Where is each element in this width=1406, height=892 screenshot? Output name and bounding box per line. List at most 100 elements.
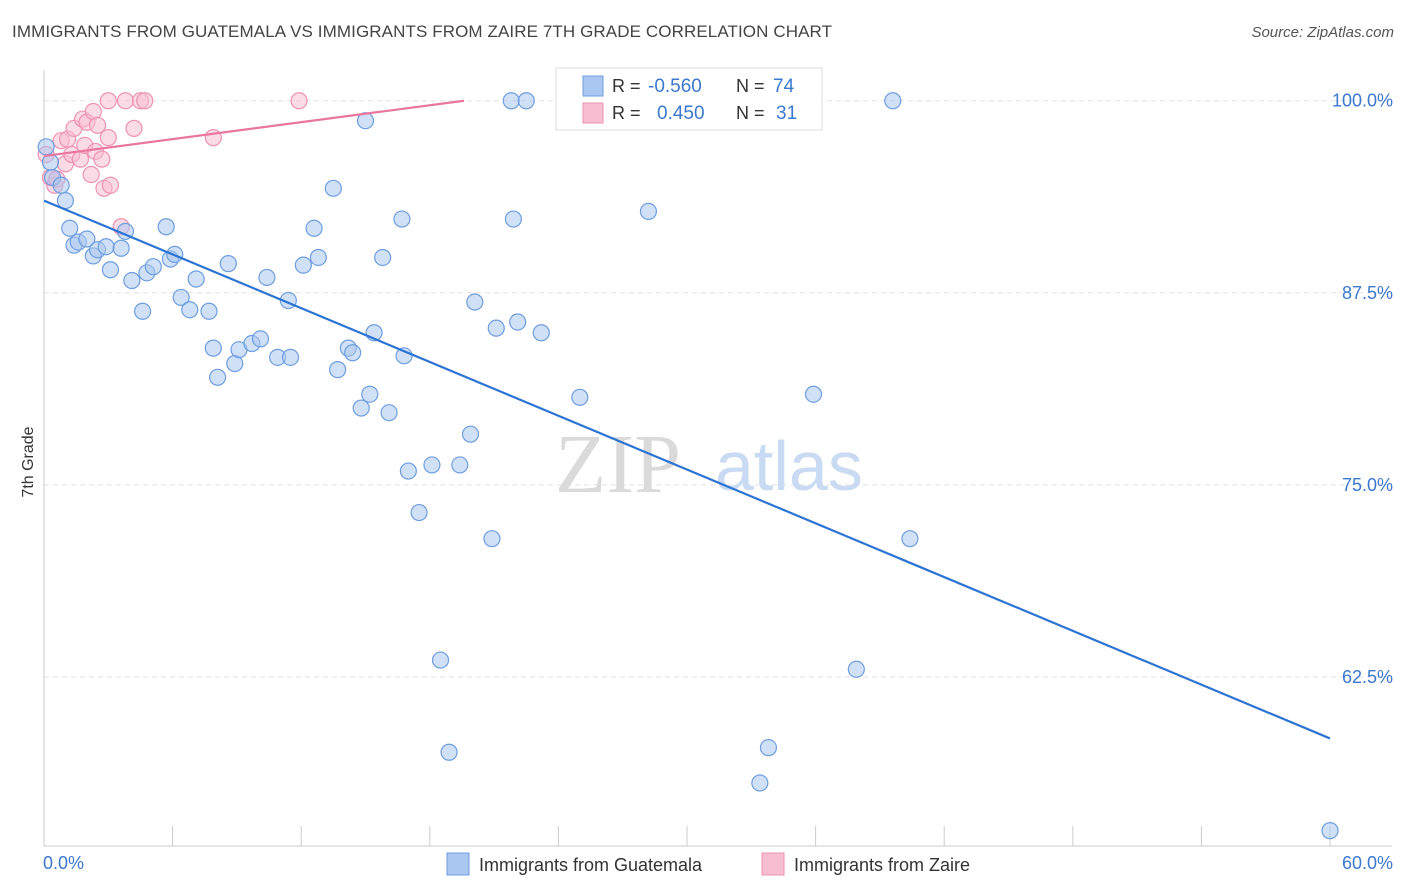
trend-lines [43,99,1331,740]
trend-line [43,199,1331,740]
gridlines [44,100,1392,678]
data-point [112,239,130,257]
data-point [251,330,270,348]
series-zaire [37,92,308,236]
data-point [157,218,175,236]
data-point [571,388,589,406]
data-point [200,302,218,320]
legend-n-value: 31 [776,103,797,124]
data-point [52,176,70,194]
legend-r-value: 0.450 [657,103,705,124]
data-point [423,456,441,474]
data-point [504,210,522,228]
data-point [78,230,96,248]
data-point [290,92,308,110]
tick-labels: 100.0% 87.5% 75.0% 62.5% 0.0% 60.0% [43,91,1393,873]
data-point [451,456,469,474]
data-point [99,129,117,147]
x-tick-label: 60.0% [1342,853,1393,873]
data-point [258,268,276,287]
data-point [82,165,100,184]
data-point [804,385,823,403]
data-point [93,150,111,168]
data-point [759,739,778,757]
data-point [431,651,450,669]
legend-swatch-zaire [761,852,785,876]
data-point [361,385,379,403]
y-tick-label: 87.5% [1342,283,1393,303]
data-point [399,462,417,480]
data-point [136,92,154,110]
data-point [751,774,769,792]
data-point [181,301,199,319]
data-point [329,361,347,379]
data-point [144,258,162,276]
data-point [172,288,190,307]
data-point [125,119,143,137]
data-point [123,271,141,290]
data-point [101,261,120,279]
data-point [97,238,115,256]
series-legend: Immigrants from Guatemala Immigrants fro… [446,852,970,876]
data-point [344,344,362,362]
data-point [502,92,520,110]
data-point [88,116,107,134]
watermark-zip: ZIP [555,418,681,511]
y-tick-label: 62.5% [1342,667,1393,687]
data-point [294,256,312,274]
legend-r-label: R = [612,103,641,123]
chart-title: IMMIGRANTS FROM GUATEMALA VS IMMIGRANTS … [12,22,833,41]
data-point [101,176,120,194]
data-point [461,425,480,443]
data-point [466,293,484,311]
data-point [209,368,227,386]
data-point [61,219,79,237]
data-point [1321,822,1339,840]
data-point [393,210,411,228]
data-point [440,743,458,761]
y-axis-label: 7th Grade [20,426,37,497]
data-point [884,92,902,110]
data-point [352,399,370,417]
axes [43,70,1392,847]
data-point [847,660,865,678]
data-point [37,138,55,156]
data-point [374,248,392,267]
source-credit: Source: ZipAtlas.com [1251,24,1394,41]
data-point [187,270,205,288]
data-point [116,92,135,110]
data-point [509,313,527,331]
series-guatemala [37,92,1339,840]
data-point [204,339,222,357]
trend-line [43,99,465,158]
data-point [410,503,428,522]
data-point [639,202,658,220]
stats-legend: R = -0.560 N = 74 R = 0.450 N = 31 [555,67,823,131]
x-tick-label: 0.0% [43,853,84,873]
data-point [219,255,237,273]
legend-r-label: R = [612,76,641,96]
legend-swatch-guatemala [446,852,470,876]
legend-n-label: N = [736,76,765,96]
legend-n-label: N = [736,103,765,123]
legend-n-value: 74 [773,76,795,97]
legend-label-zaire: Immigrants from Zaire [794,855,970,875]
legend-label-guatemala: Immigrants from Guatemala [479,855,703,875]
data-point [380,404,398,422]
y-tick-label: 100.0% [1332,91,1393,111]
data-point [517,92,535,110]
y-tick-label: 75.0% [1342,475,1393,495]
data-point [99,92,117,110]
data-point [281,348,300,366]
legend-swatch-blue [582,75,604,97]
data-point [133,302,152,320]
data-point [305,219,323,237]
data-point [483,530,501,548]
legend-r-value: -0.560 [648,76,702,97]
data-point [324,179,342,197]
watermark-atlas: atlas [715,427,863,505]
data-point [487,319,505,337]
data-point [532,324,550,342]
legend-swatch-pink [582,102,604,124]
